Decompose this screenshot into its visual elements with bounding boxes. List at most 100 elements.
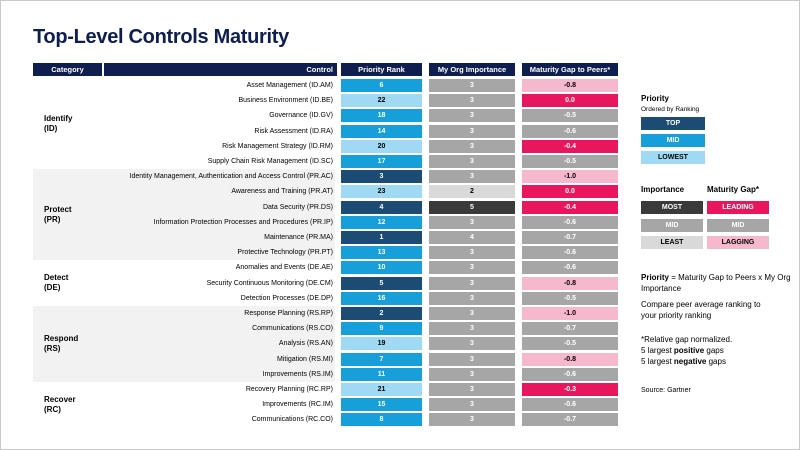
- importance-cell: 3: [429, 352, 515, 366]
- category-label: Identify (ID): [44, 113, 73, 133]
- neg-post: gaps: [706, 357, 726, 366]
- legend-priority-title: Priority: [641, 94, 670, 103]
- legend-gap-mid: MID: [707, 219, 769, 232]
- control-name: Detection Processes (DE.DP): [240, 294, 333, 302]
- source-note: Source: Gartner: [641, 387, 691, 394]
- control-name: Improvements (RS.IM): [262, 370, 333, 378]
- table-row: Data Security (PR.DS) 4 5 -0.4: [104, 200, 618, 214]
- control-name: Analysis (RS.AN): [278, 340, 333, 348]
- legend-importance-most: MOST: [641, 201, 703, 214]
- positive-gaps-note: 5 largest positive gaps: [641, 346, 791, 357]
- compare-note: Compare peer average ranking to your pri…: [641, 300, 761, 320]
- control-name: Identity Management, Authentication and …: [129, 173, 334, 181]
- category-label: Respond (RS): [44, 334, 79, 353]
- table-row: Communications (RC.CO) 8 3 -0.7: [104, 413, 618, 427]
- priority-rank-cell: 13: [341, 246, 422, 260]
- table-row: Detection Processes (DE.DP) 16 3 -0.5: [104, 291, 618, 305]
- priority-rank-cell: 5: [341, 276, 422, 290]
- legend-importance-least: LEAST: [641, 236, 703, 249]
- table-row: Anomalies and Events (DE.AE) 10 3 -0.6: [104, 261, 618, 275]
- header-control: Control: [104, 63, 337, 76]
- table-row: Business Environment (ID.BE) 22 3 0.0: [104, 94, 618, 108]
- maturity-gap-cell: -0.7: [522, 231, 618, 244]
- priority-rank-cell: 1: [341, 231, 422, 244]
- maturity-gap-cell: -0.6: [522, 398, 618, 412]
- control-name: Risk Management Strategy (ID.RM): [222, 142, 333, 150]
- priority-rank-cell: 17: [341, 155, 422, 168]
- priority-formula-note: Priority = Maturity Gap to Peers x My Or…: [641, 273, 791, 294]
- maturity-gap-cell: -0.3: [522, 383, 618, 396]
- relative-gap-note: *Relative gap normalized.: [641, 335, 733, 344]
- importance-cell: 3: [429, 139, 515, 153]
- control-name: Asset Management (ID.AM): [246, 82, 333, 89]
- neg-bold: negative: [673, 357, 707, 366]
- legend-priority-top: TOP: [641, 117, 705, 130]
- header-category: Category: [33, 63, 102, 76]
- page-title: Top-Level Controls Maturity: [33, 26, 289, 48]
- priority-rank-cell: 21: [341, 383, 422, 396]
- table-row: Maintenance (PR.MA) 1 4 -0.7: [104, 231, 618, 244]
- importance-cell: 3: [429, 291, 515, 305]
- importance-cell: 3: [429, 398, 515, 412]
- priority-rank-cell: 11: [341, 367, 422, 381]
- category-band: [33, 169, 335, 261]
- table-row: Response Planning (RS.RP) 2 3 -1.0: [104, 307, 618, 320]
- control-name: Supply Chain Risk Management (ID.SC): [207, 158, 333, 165]
- priority-rank-cell: 23: [341, 185, 422, 199]
- maturity-gap-cell: -0.6: [522, 246, 618, 260]
- control-name: Security Continuous Monitoring (DE.CM): [206, 279, 333, 287]
- priority-rank-cell: 20: [341, 139, 422, 153]
- table-row: Recovery Planning (RC.RP) 21 3 -0.3: [104, 383, 618, 396]
- importance-cell: 5: [429, 200, 515, 214]
- maturity-gap-cell: -0.8: [522, 352, 618, 366]
- importance-cell: 3: [429, 322, 515, 336]
- maturity-gap-cell: -0.5: [522, 337, 618, 351]
- formula-text: = Maturity Gap to Peers x My Org Importa…: [641, 273, 791, 293]
- importance-cell: 4: [429, 231, 515, 244]
- priority-rank-cell: 19: [341, 337, 422, 351]
- table-row: Risk Management Strategy (ID.RM) 20 3 -0.4: [104, 139, 618, 153]
- table-row: Supply Chain Risk Management (ID.SC) 17 3-…: [104, 155, 618, 168]
- pos-bold: positive: [673, 346, 705, 355]
- importance-cell: 2: [429, 185, 515, 199]
- maturity-gap-cell: -0.5: [522, 155, 618, 168]
- legend-gap-lagging: LAGGING: [707, 236, 769, 249]
- control-name: Information Protection Processes and Pro…: [153, 218, 333, 226]
- category-label: Detect (DE): [44, 273, 69, 293]
- importance-cell: 3: [429, 307, 515, 320]
- maturity-gap-cell: -1.0: [522, 307, 618, 320]
- category-label: Protect (PR): [44, 204, 72, 224]
- pos-pre: 5 largest: [641, 346, 674, 355]
- maturity-gap-cell: -0.5: [522, 291, 618, 305]
- priority-rank-cell: 3: [341, 170, 422, 184]
- maturity-gap-cell: -0.4: [522, 200, 618, 214]
- maturity-gap-cell: -0.8: [522, 79, 618, 92]
- maturity-gap-cell: -0.6: [522, 261, 618, 275]
- priority-rank-cell: 6: [341, 79, 422, 92]
- importance-cell: 3: [429, 337, 515, 351]
- control-name: Communications (RC.CO): [251, 416, 333, 424]
- priority-rank-cell: 18: [341, 109, 422, 123]
- importance-cell: 3: [429, 79, 515, 92]
- maturity-gap-cell: -0.5: [522, 109, 618, 123]
- control-name: Protective Technology (PR.PT): [237, 249, 333, 257]
- importance-cell: 3: [429, 383, 515, 396]
- maturity-gap-cell: -0.6: [522, 124, 618, 138]
- control-name: Response Planning (RS.RP): [244, 310, 333, 317]
- control-name: Maintenance (PR.MA): [264, 234, 333, 241]
- legend-priority-lowest: LOWEST: [641, 151, 705, 164]
- importance-cell: 3: [429, 215, 515, 229]
- maturity-gap-cell: -0.8: [522, 276, 618, 290]
- control-name: Improvements (RC.IM): [262, 401, 333, 409]
- maturity-gap-cell: -0.7: [522, 322, 618, 336]
- control-name: Mitigation (RS.MI): [276, 355, 333, 363]
- header-priority-rank: Priority Rank: [341, 63, 422, 76]
- neg-pre: 5 largest: [641, 357, 674, 366]
- table-row: Security Continuous Monitoring (DE.CM) 5 3…: [104, 276, 618, 290]
- table-row: Risk Assessment (ID.RA) 14 3 -0.6: [104, 124, 618, 138]
- pos-post: gaps: [704, 346, 724, 355]
- legend-gap-title: Maturity Gap*: [707, 185, 760, 194]
- maturity-gap-cell: -1.0: [522, 170, 618, 184]
- header-importance: My Org Importance: [429, 63, 515, 76]
- maturity-gap-cell: 0.0: [522, 94, 618, 108]
